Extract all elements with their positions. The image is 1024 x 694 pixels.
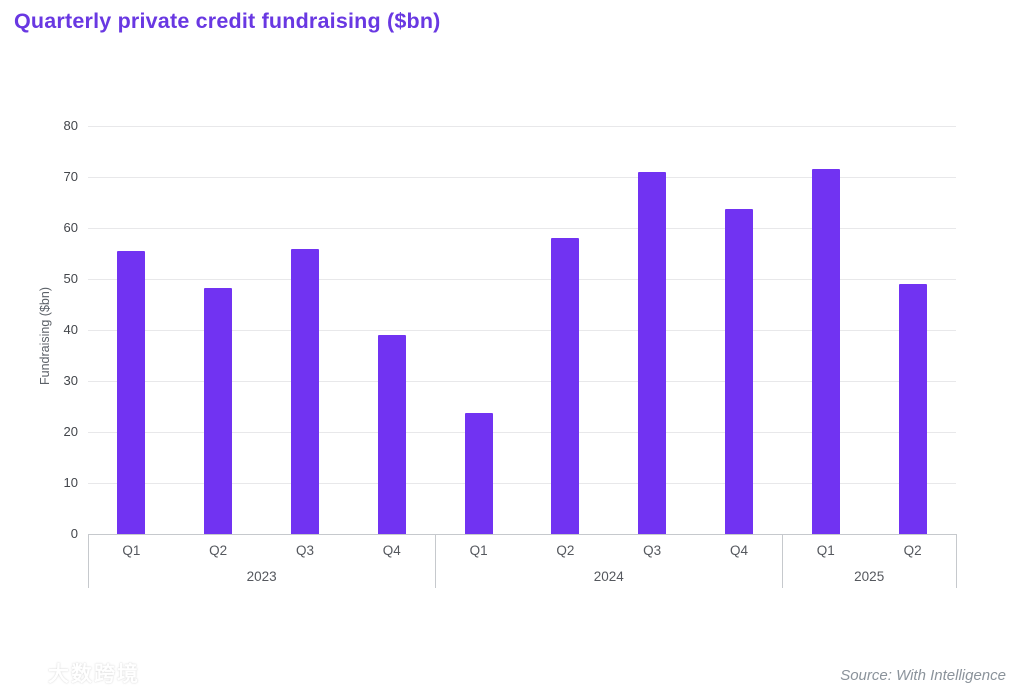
watermark-text: 大数跨境 [48,663,140,686]
x-tick-label-q3-2024: Q3 [643,543,662,558]
gridline-0 [88,534,956,535]
x-tick-label-q1-2025: Q1 [816,543,835,558]
y-tick-label-60: 60 [63,220,78,235]
x-tick-label-q4-2024: Q4 [729,543,749,558]
watermark: 大数跨境 [8,658,140,688]
y-tick-label-0: 0 [70,526,78,541]
axis-separator-after-2025 [956,534,957,588]
y-tick-label-70: 70 [63,169,78,184]
bar-q1-2024 [464,412,493,534]
bar-q2-2023 [204,288,233,534]
y-tick-label-50: 50 [63,271,78,286]
bar-q2-2025 [898,283,927,534]
axis-separator-left [88,534,89,588]
watermark-logo-icon [8,660,42,686]
bar-q3-2024 [638,171,667,534]
x-axis-band: Q1 Q2 Q3 Q4 2023 Q1 Q2 Q3 Q4 2024 Q1 Q2 2025 [88,534,957,588]
gridline-50 [88,279,956,280]
year-label-2023: 2023 [246,569,277,584]
gridline-60 [88,228,956,229]
year-label-2024: 2024 [593,569,624,584]
gridline-40 [88,330,956,331]
axis-separator-after-2024 [782,534,784,588]
x-tick-label-q4-2023: Q4 [382,543,401,558]
year-label-2025: 2025 [854,569,885,584]
y-tick-label-80: 80 [63,118,78,133]
y-tick-label-10: 10 [63,475,78,490]
gridline-30 [88,381,956,382]
bar-q2-2024 [551,238,580,534]
chart-title: Quarterly private credit fundraising ($b… [14,9,441,33]
source-note: Source: With Intelligence [840,667,1006,684]
axis-separator-after-2023 [435,534,437,588]
x-tick-label-q1-2023: Q1 [122,543,141,558]
bar-q1-2023 [117,250,146,534]
gridline-10 [88,483,956,484]
x-tick-label-q2-2024: Q2 [556,543,575,558]
x-tick-label-q2-2023: Q2 [209,543,228,558]
gridline-80 [88,126,956,127]
bar-q1-2025 [811,168,840,534]
gridline-70 [88,177,956,178]
y-tick-label-20: 20 [63,424,78,439]
x-tick-label-q1-2024: Q1 [469,543,488,558]
gridline-20 [88,432,956,433]
bar-q4-2024 [725,209,753,534]
plot-area: Fundraising ($bn) 0 10 20 30 40 50 60 70 80 [38,118,956,541]
bar-q4-2023 [377,335,406,534]
y-tick-label-30: 30 [63,373,78,388]
bar-q3-2023 [291,249,319,534]
y-tick-label-40: 40 [63,322,78,337]
x-tick-label-q2-2025: Q2 [903,543,922,558]
x-tick-label-q3-2023: Q3 [295,543,315,558]
